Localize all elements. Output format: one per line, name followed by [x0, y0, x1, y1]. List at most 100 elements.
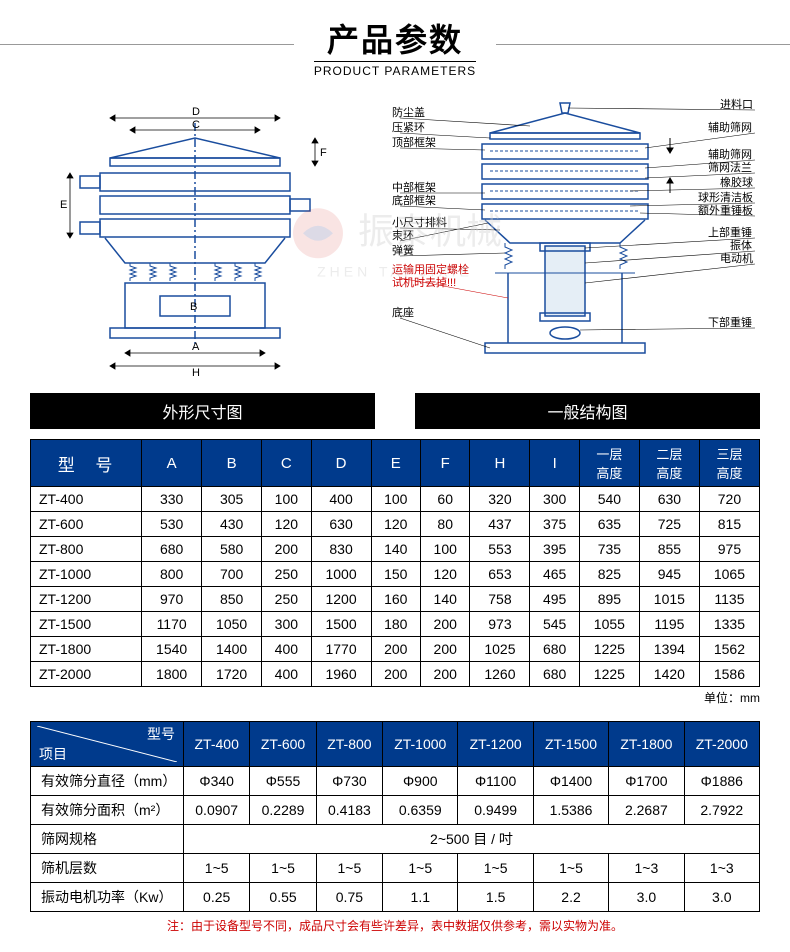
table-cell: 0.75 — [316, 883, 382, 912]
table-cell: 725 — [639, 512, 699, 537]
table-cell: 430 — [202, 512, 262, 537]
table-cell: 0.2289 — [250, 796, 316, 825]
unit-note: 单位：mm — [30, 689, 760, 706]
table-cell: 830 — [311, 537, 371, 562]
table-cell: 850 — [202, 587, 262, 612]
table-cell: 250 — [262, 562, 311, 587]
row-label: 有效筛分直径（mm） — [31, 767, 184, 796]
table-cell: 1~5 — [533, 854, 608, 883]
table-cell: 437 — [470, 512, 530, 537]
table-cell: 100 — [421, 537, 470, 562]
table-cell: 0.25 — [184, 883, 250, 912]
lbl-r4: 橡胶球 — [720, 175, 753, 189]
t2-model-header: ZT-1000 — [383, 722, 458, 767]
lbl-l2: 顶部框架 — [392, 135, 436, 149]
table-cell: 635 — [579, 512, 639, 537]
table-cell: 1720 — [202, 662, 262, 687]
label-right: 一般结构图 — [415, 393, 760, 429]
table-row: ZT-40033030510040010060320300540630720 — [31, 487, 760, 512]
table-cell: 680 — [142, 537, 202, 562]
table-row: ZT-1200970850250120016014075849589510151… — [31, 587, 760, 612]
table-row: 振动电机功率（Kw）0.250.550.751.11.52.23.03.0 — [31, 883, 760, 912]
table-cell: 680 — [530, 637, 579, 662]
corner-cell: 型号 项目 — [31, 722, 184, 767]
table-cell: 400 — [311, 487, 371, 512]
t1-header: F — [421, 440, 470, 487]
table-cell: 1500 — [311, 612, 371, 637]
table-cell: 0.6359 — [383, 796, 458, 825]
table-cell: 1~5 — [184, 854, 250, 883]
t1-header: A — [142, 440, 202, 487]
table-row: ZT-800680580200830140100553395735855975 — [31, 537, 760, 562]
table-cell: 100 — [262, 487, 311, 512]
table-cell: 1~5 — [458, 854, 533, 883]
table-cell: 1~3 — [684, 854, 759, 883]
table-row: ZT-60053043012063012080437375635725815 — [31, 512, 760, 537]
t2-model-header: ZT-600 — [250, 722, 316, 767]
table-cell: 895 — [579, 587, 639, 612]
table-cell: 100 — [371, 487, 420, 512]
table-cell: ZT-2000 — [31, 662, 142, 687]
table-cell: 700 — [202, 562, 262, 587]
table-cell: 3.0 — [609, 883, 684, 912]
table-cell: Φ340 — [184, 767, 250, 796]
lbl-r3: 筛网法兰 — [708, 160, 752, 174]
t1-header: E — [371, 440, 420, 487]
table-cell: ZT-1000 — [31, 562, 142, 587]
header-subtitle: PRODUCT PARAMETERS — [314, 61, 476, 78]
table-cell: 825 — [579, 562, 639, 587]
table-row: 有效筛分面积（m²）0.09070.22890.41830.63590.9499… — [31, 796, 760, 825]
lbl-r8: 振体 — [730, 238, 752, 252]
lbl-l6: 束环 — [392, 229, 414, 242]
table-cell: 1135 — [699, 587, 759, 612]
table-cell: 1394 — [639, 637, 699, 662]
table-cell: 400 — [262, 637, 311, 662]
table-cell: 1~3 — [609, 854, 684, 883]
row-label: 有效筛分面积（m²） — [31, 796, 184, 825]
table-cell: 1~5 — [250, 854, 316, 883]
lbl-r5: 球形清洁板 — [698, 190, 753, 204]
diagram-row: D C E F B A H — [0, 88, 790, 393]
dim-a: A — [192, 341, 200, 353]
table-cell: 1260 — [470, 662, 530, 687]
lbl-r6: 额外重锤板 — [698, 203, 753, 217]
table-cell: Φ1886 — [684, 767, 759, 796]
table-cell: 80 — [421, 512, 470, 537]
table-cell: 735 — [579, 537, 639, 562]
row-label: 筛机层数 — [31, 854, 184, 883]
t1-header: H — [470, 440, 530, 487]
table-cell: Φ1700 — [609, 767, 684, 796]
table-cell: 1065 — [699, 562, 759, 587]
table-cell: 2.2687 — [609, 796, 684, 825]
table-cell: 1025 — [470, 637, 530, 662]
table-cell: Φ555 — [250, 767, 316, 796]
table-cell: 330 — [142, 487, 202, 512]
table-cell: 180 — [371, 612, 420, 637]
t1-header: C — [262, 440, 311, 487]
table-cell: 975 — [699, 537, 759, 562]
lbl-r9: 电动机 — [720, 251, 753, 265]
page-header: 产品参数 PRODUCT PARAMETERS — [0, 0, 790, 88]
table-cell: 1.5386 — [533, 796, 608, 825]
table-cell: 1225 — [579, 637, 639, 662]
table-cell: 300 — [262, 612, 311, 637]
table-cell: 1540 — [142, 637, 202, 662]
lbl-l3: 中部框架 — [392, 180, 436, 194]
table-cell: 1055 — [579, 612, 639, 637]
dimensions-table: 型 号ABCDEFHI一层高度二层高度三层高度 ZT-4003303051004… — [30, 439, 760, 687]
table-cell: 973 — [470, 612, 530, 637]
table-row: ZT-1800154014004001770200200102568012251… — [31, 637, 760, 662]
table-cell: 375 — [530, 512, 579, 537]
table-cell: 680 — [530, 662, 579, 687]
table-cell: 1400 — [202, 637, 262, 662]
dim-b: B — [190, 301, 197, 313]
table-cell: ZT-1500 — [31, 612, 142, 637]
structure-diagram: 防尘盖 压紧环 顶部框架 中部框架 底部框架 小尺寸排料 束环 弹簧 运输用固定… — [390, 98, 760, 383]
table-cell: 855 — [639, 537, 699, 562]
table-cell-span: 2~500 目 / 吋 — [184, 825, 760, 854]
table-cell: 945 — [639, 562, 699, 587]
table-cell: 1000 — [311, 562, 371, 587]
lbl-l8: 运输用固定螺栓 — [392, 262, 469, 276]
table-cell: 495 — [530, 587, 579, 612]
lbl-l4: 底部框架 — [392, 193, 436, 207]
